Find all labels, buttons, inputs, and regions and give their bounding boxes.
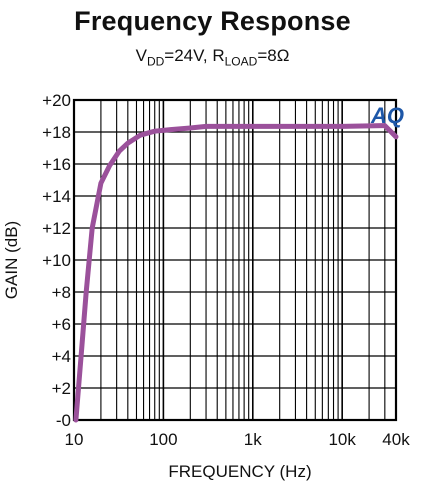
x-axis-label: FREQUENCY (Hz) bbox=[168, 462, 311, 481]
y-tick-label: +4 bbox=[52, 347, 71, 366]
grid-lines bbox=[74, 100, 396, 420]
x-tick-label: 10k bbox=[328, 430, 356, 449]
y-tick-label: +18 bbox=[42, 123, 71, 142]
y-tick-label: +16 bbox=[42, 155, 71, 174]
x-tick-label: 100 bbox=[149, 430, 177, 449]
subtitle-v: V bbox=[135, 46, 147, 65]
subtitle-r-rest: =8Ω bbox=[257, 46, 290, 65]
chart-title: Frequency Response bbox=[74, 6, 351, 36]
y-axis-label: GAIN (dB) bbox=[2, 221, 21, 299]
y-tick-label: +20 bbox=[42, 91, 71, 110]
brand-logo: AQ bbox=[370, 103, 404, 128]
x-tick-labels: 10 100 1k 10k 40k bbox=[65, 430, 411, 449]
x-tick-label: 40k bbox=[382, 430, 410, 449]
subtitle-r-sub: LOAD bbox=[224, 54, 258, 69]
subtitle-v-rest: =24V, R bbox=[164, 46, 225, 65]
y-tick-label: -0 bbox=[56, 411, 71, 430]
plot-frame bbox=[72, 98, 398, 422]
x-tick-label: 1k bbox=[244, 430, 262, 449]
y-tick-label: +2 bbox=[52, 379, 71, 398]
y-tick-label: +6 bbox=[52, 315, 71, 334]
y-tick-label: +12 bbox=[42, 219, 71, 238]
y-tick-label: +14 bbox=[42, 187, 71, 206]
y-tick-label: +8 bbox=[52, 283, 71, 302]
subtitle-v-sub: DD bbox=[146, 54, 165, 69]
gain-curve bbox=[73, 123, 399, 423]
chart-subtitle: VDD=24V, RLOAD=8Ω bbox=[0, 46, 425, 68]
y-tick-labels: -0 +2 +4 +6 +8 +10 +12 +14 +16 +18 +20 bbox=[42, 91, 71, 430]
y-tick-label: +10 bbox=[42, 251, 71, 270]
x-tick-label: 10 bbox=[65, 430, 84, 449]
